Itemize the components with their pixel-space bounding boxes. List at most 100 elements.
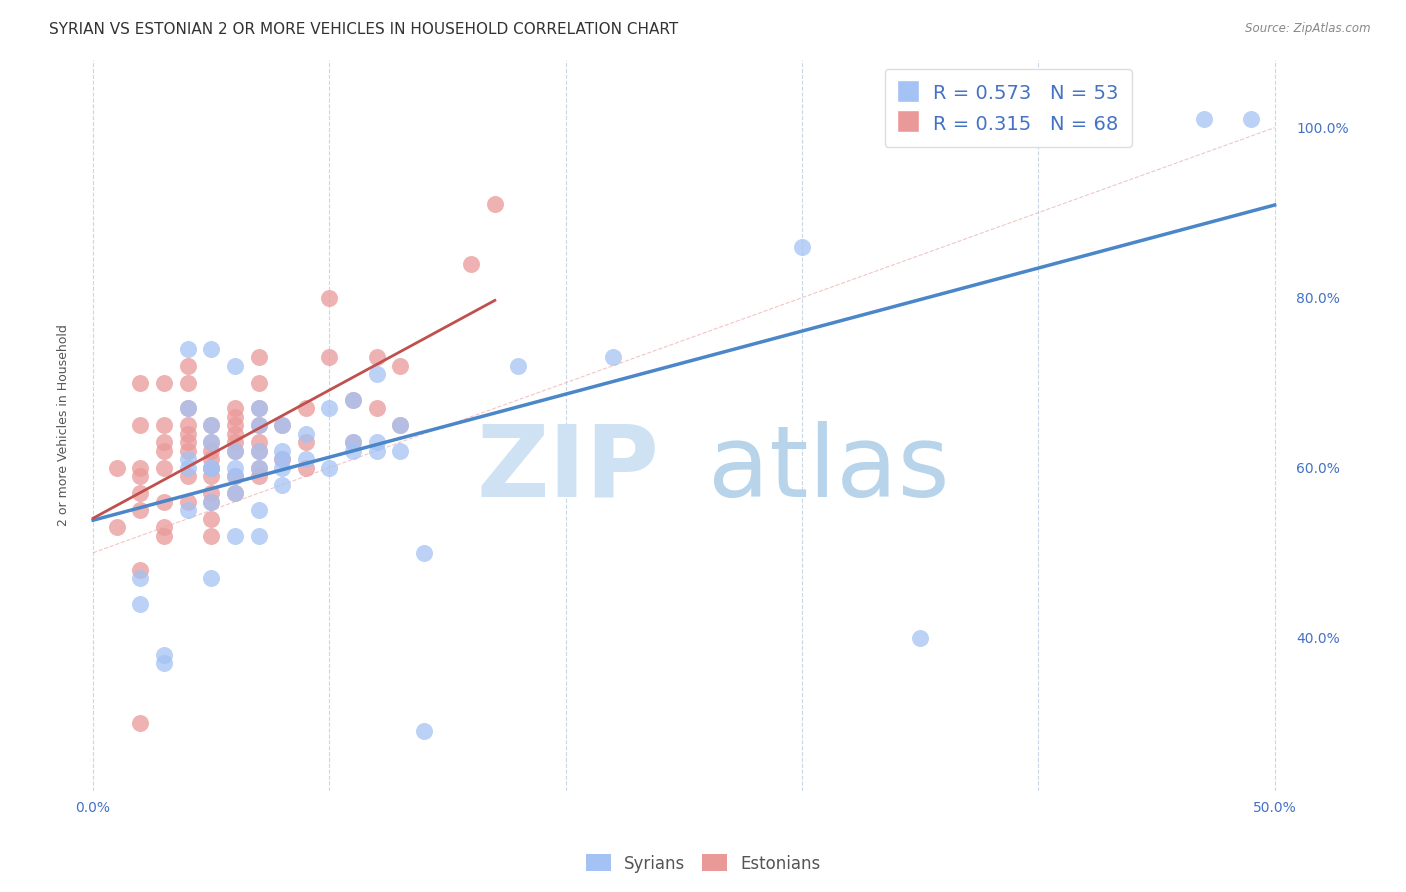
Point	[224, 409, 246, 424]
Text: SYRIAN VS ESTONIAN 2 OR MORE VEHICLES IN HOUSEHOLD CORRELATION CHART: SYRIAN VS ESTONIAN 2 OR MORE VEHICLES IN…	[49, 22, 679, 37]
Point	[342, 392, 364, 407]
Point	[153, 494, 176, 508]
Point	[366, 401, 388, 416]
Point	[602, 350, 624, 364]
Point	[129, 460, 152, 475]
Point	[129, 418, 152, 433]
Point	[342, 435, 364, 450]
Point	[200, 460, 222, 475]
Point	[294, 460, 316, 475]
Point	[224, 460, 246, 475]
Point	[200, 486, 222, 500]
Point	[247, 376, 270, 390]
Point	[153, 460, 176, 475]
Point	[176, 359, 198, 373]
Point	[366, 368, 388, 382]
Point	[413, 546, 436, 560]
Point	[224, 359, 246, 373]
Point	[247, 401, 270, 416]
Point	[129, 571, 152, 585]
Point	[153, 376, 176, 390]
Point	[153, 418, 176, 433]
Point	[105, 460, 128, 475]
Point	[247, 503, 270, 517]
Point	[247, 418, 270, 433]
Point	[176, 435, 198, 450]
Point	[176, 494, 198, 508]
Point	[366, 443, 388, 458]
Point	[129, 376, 152, 390]
Point	[247, 460, 270, 475]
Point	[224, 469, 246, 483]
Point	[271, 452, 294, 467]
Point	[153, 443, 176, 458]
Point	[129, 469, 152, 483]
Point	[200, 494, 222, 508]
Text: Source: ZipAtlas.com: Source: ZipAtlas.com	[1246, 22, 1371, 36]
Point	[105, 520, 128, 534]
Point	[200, 512, 222, 526]
Point	[224, 443, 246, 458]
Point	[790, 240, 813, 254]
Point	[342, 392, 364, 407]
Point	[247, 350, 270, 364]
Point	[342, 443, 364, 458]
Point	[200, 418, 222, 433]
Point	[200, 494, 222, 508]
Point	[247, 460, 270, 475]
Point	[318, 401, 340, 416]
Point	[508, 359, 530, 373]
Point	[294, 452, 316, 467]
Point	[389, 359, 412, 373]
Point	[247, 443, 270, 458]
Point	[153, 657, 176, 671]
Point	[200, 571, 222, 585]
Point	[176, 469, 198, 483]
Point	[247, 435, 270, 450]
Point	[294, 426, 316, 441]
Point	[294, 435, 316, 450]
Point	[247, 529, 270, 543]
Point	[271, 418, 294, 433]
Point	[129, 503, 152, 517]
Point	[271, 460, 294, 475]
Point	[224, 529, 246, 543]
Y-axis label: 2 or more Vehicles in Household: 2 or more Vehicles in Household	[58, 325, 70, 526]
Point	[129, 486, 152, 500]
Point	[247, 418, 270, 433]
Point	[200, 452, 222, 467]
Point	[247, 401, 270, 416]
Point	[153, 520, 176, 534]
Point	[200, 460, 222, 475]
Point	[247, 469, 270, 483]
Point	[271, 443, 294, 458]
Point	[389, 418, 412, 433]
Text: atlas: atlas	[709, 421, 949, 517]
Point	[271, 452, 294, 467]
Point	[200, 418, 222, 433]
Point	[1192, 112, 1215, 127]
Point	[129, 715, 152, 730]
Point	[389, 418, 412, 433]
Point	[224, 469, 246, 483]
Point	[318, 291, 340, 305]
Point	[247, 443, 270, 458]
Point	[294, 401, 316, 416]
Point	[366, 350, 388, 364]
Point	[129, 597, 152, 611]
Point	[176, 376, 198, 390]
Point	[484, 197, 506, 211]
Point	[200, 443, 222, 458]
Point	[200, 342, 222, 356]
Point	[176, 342, 198, 356]
Point	[176, 401, 198, 416]
Point	[129, 563, 152, 577]
Point	[224, 486, 246, 500]
Point	[413, 724, 436, 739]
Text: ZIP: ZIP	[477, 421, 659, 517]
Point	[200, 460, 222, 475]
Point	[342, 435, 364, 450]
Point	[200, 435, 222, 450]
Point	[224, 401, 246, 416]
Point	[318, 350, 340, 364]
